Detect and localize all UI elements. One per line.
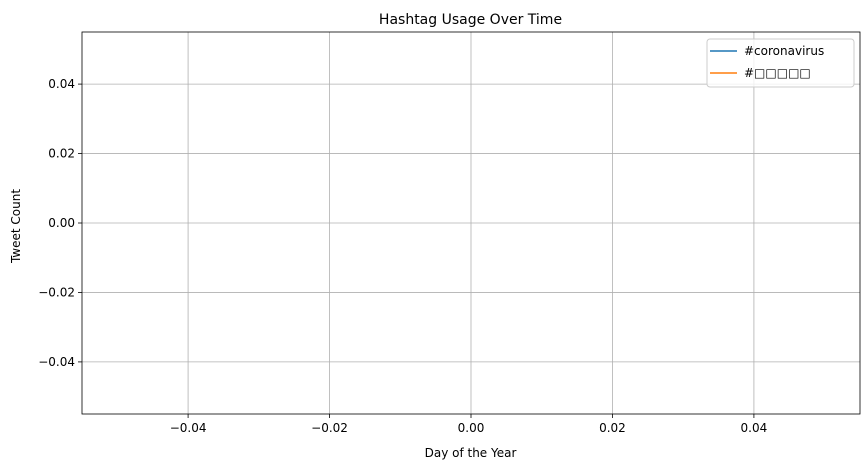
legend-label: #□□□□□ [744, 66, 811, 80]
x-tick-label: 0.00 [458, 421, 485, 435]
y-tick-label: 0.02 [48, 147, 75, 161]
chart-title: Hashtag Usage Over Time [379, 12, 562, 28]
x-tick-label: 0.02 [599, 421, 626, 435]
x-tick-label: 0.04 [741, 421, 768, 435]
legend: #coronavirus #□□□□□ [706, 38, 855, 88]
x-axis: −0.04 −0.02 0.00 0.02 0.04 [170, 414, 768, 435]
legend-label: #coronavirus [744, 44, 824, 58]
y-tick-label: −0.04 [38, 355, 75, 369]
y-tick-label: 0.04 [48, 77, 75, 91]
y-axis-label: Tweet Count [9, 189, 23, 264]
y-tick-label: 0.00 [48, 216, 75, 230]
legend-box [706, 38, 855, 88]
y-axis: −0.04 −0.02 0.00 0.02 0.04 [38, 77, 82, 369]
y-tick-label: −0.02 [38, 285, 75, 299]
x-axis-label: Day of the Year [425, 446, 517, 460]
x-tick-label: −0.04 [170, 421, 207, 435]
x-tick-label: −0.02 [311, 421, 348, 435]
